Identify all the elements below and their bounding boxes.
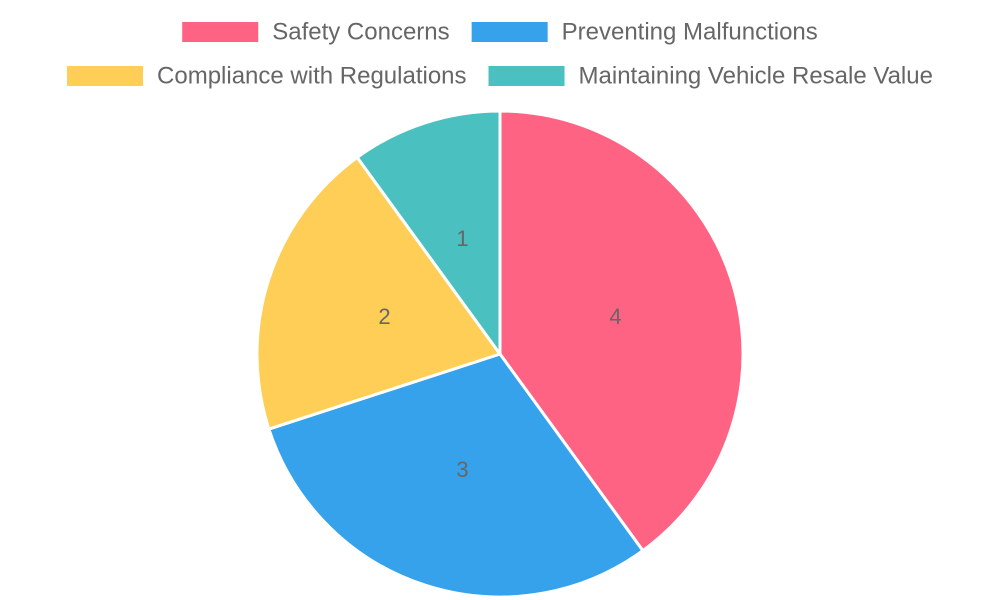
legend-item-maintaining-vehicle-resale-value[interactable]: Maintaining Vehicle Resale Value xyxy=(488,63,933,90)
legend-item-safety-concerns[interactable]: Safety Concerns xyxy=(182,19,450,46)
pie-slice-value-compliance-with-regulations: 2 xyxy=(378,304,390,329)
legend-item-compliance-with-regulations[interactable]: Compliance with Regulations xyxy=(67,63,467,90)
pie-slice-labels: 4 3 2 1 xyxy=(378,226,621,482)
pie-slice-maintaining-vehicle-resale-value[interactable] xyxy=(355,109,502,356)
legend-item-preventing-malfunctions[interactable]: Preventing Malfunctions xyxy=(471,19,818,46)
legend-label-maintaining-vehicle-resale-value: Maintaining Vehicle Resale Value xyxy=(579,63,933,90)
legend-swatch-safety-concerns xyxy=(182,22,259,42)
legend-swatch-preventing-malfunctions xyxy=(471,22,548,42)
pie-slices xyxy=(255,109,745,599)
pie-slice-safety-concerns[interactable] xyxy=(498,109,745,553)
legend-label-preventing-malfunctions: Preventing Malfunctions xyxy=(562,19,818,46)
legend-label-safety-concerns: Safety Concerns xyxy=(272,19,449,46)
pie-slice-value-maintaining-vehicle-resale-value: 1 xyxy=(456,226,468,251)
pie-slice-compliance-with-regulations[interactable] xyxy=(255,155,502,431)
legend-swatch-maintaining-vehicle-resale-value xyxy=(488,66,565,86)
pie-slice-value-safety-concerns: 4 xyxy=(609,304,621,329)
pie-slice-value-preventing-malfunctions: 3 xyxy=(456,457,468,482)
legend-label-compliance-with-regulations: Compliance with Regulations xyxy=(157,63,467,90)
legend: Safety Concerns Preventing Malfunctions Co… xyxy=(67,19,933,90)
pie-slice-preventing-malfunctions[interactable] xyxy=(267,352,645,599)
legend-swatch-compliance-with-regulations xyxy=(67,66,144,86)
